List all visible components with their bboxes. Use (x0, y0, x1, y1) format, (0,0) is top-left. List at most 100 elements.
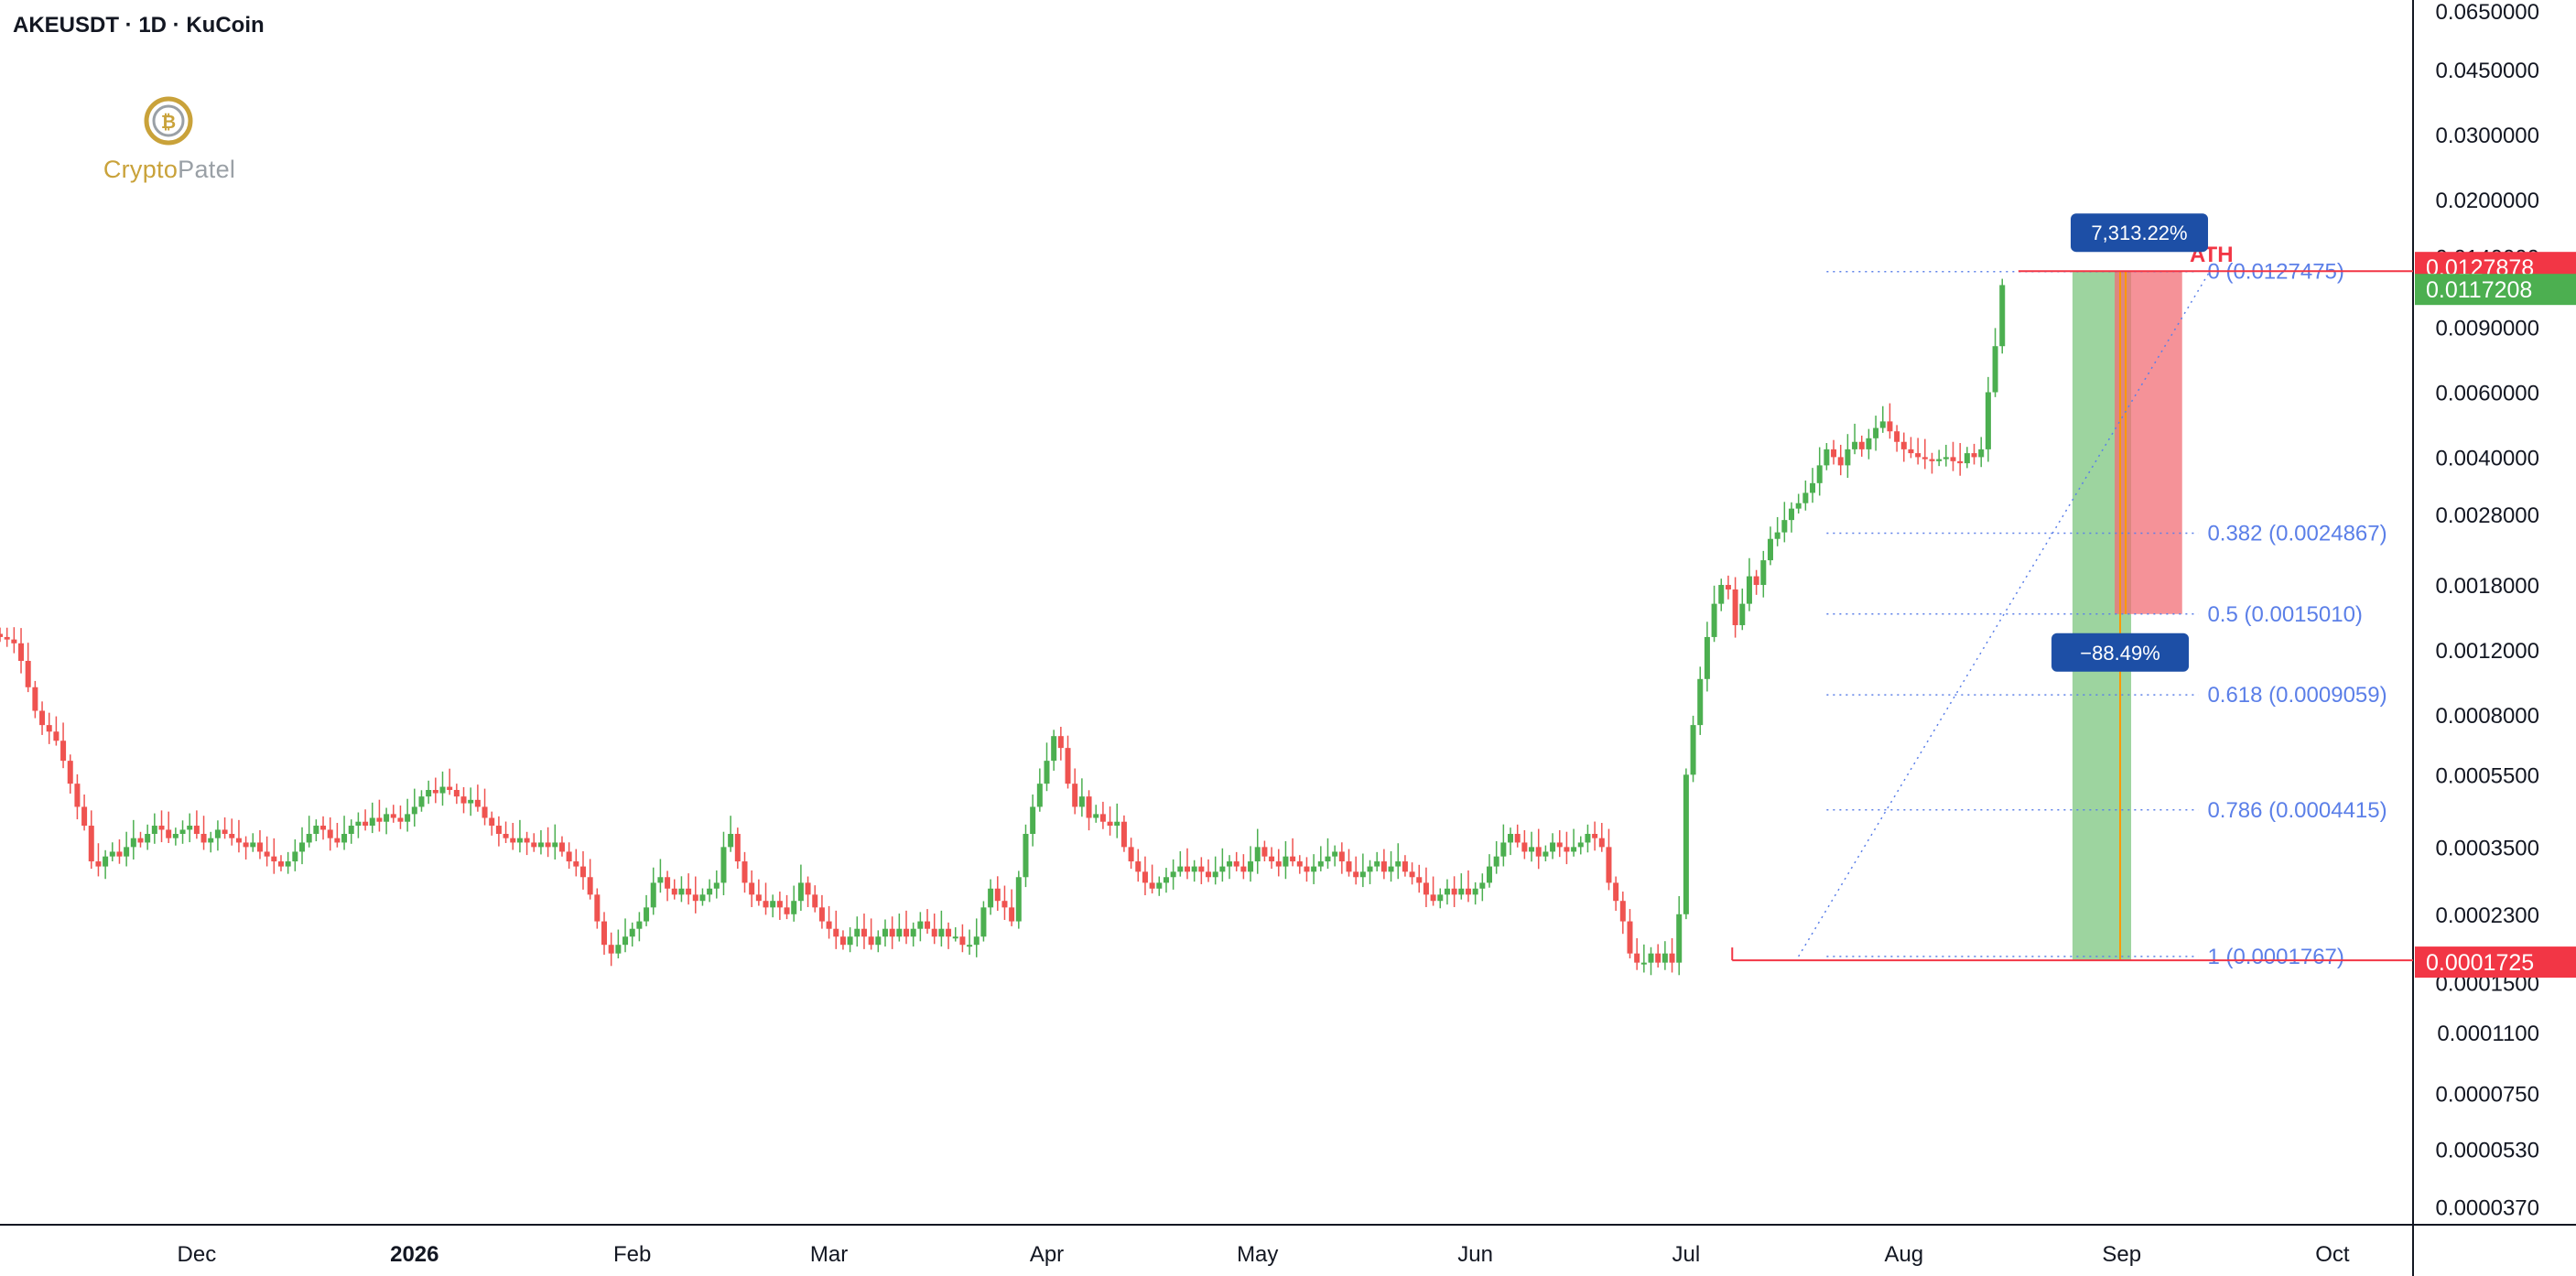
measure-down-badge-label: −88.49% (2080, 642, 2159, 665)
fib-level-label: 0.382 (0.0024867) (2207, 522, 2387, 546)
candle-body (1873, 427, 1879, 438)
candle-body (1795, 503, 1802, 509)
candle-body (1296, 861, 1303, 867)
candle-body (1521, 842, 1528, 852)
candle-body (397, 817, 404, 822)
candle-body (875, 936, 882, 946)
candle-body (763, 901, 769, 908)
y-tick-label: 0.0650000 (2436, 0, 2539, 25)
fib-level-label: 0.786 (0.0004415) (2207, 798, 2387, 823)
candle-body (460, 796, 467, 804)
candle-body (1985, 392, 1991, 449)
candle-body (1514, 833, 1521, 843)
candle-body (1009, 907, 1015, 922)
candle-body (1206, 871, 1212, 878)
candle-body (208, 838, 214, 843)
candle-body (1894, 431, 1900, 442)
candle-body (622, 936, 629, 946)
candle-body (882, 928, 888, 937)
candle-body (1592, 833, 1598, 838)
candle-body (384, 814, 390, 822)
candle-body (1458, 888, 1465, 895)
candle-body (193, 826, 200, 834)
candle-body (531, 842, 537, 848)
y-tick-label: 0.0000530 (2436, 1138, 2539, 1162)
candle-body (390, 814, 396, 818)
candle-body (53, 731, 60, 741)
candle-body (503, 833, 509, 838)
candle-body (482, 806, 488, 818)
candle-body (692, 894, 698, 902)
candle-body (235, 838, 242, 843)
symbol-title: AKEUSDT · 1D · KuCoin (13, 13, 265, 38)
candle-body (1711, 603, 1717, 637)
candle-body (910, 928, 916, 937)
candle-body (1725, 585, 1731, 589)
candle-body (713, 882, 720, 889)
candle-body (1191, 866, 1197, 872)
candle-body (116, 851, 123, 857)
low-price-flag-label: 0.0001725 (2426, 950, 2534, 976)
candle-body (1036, 784, 1043, 807)
candle-body (432, 790, 438, 794)
candle-body (573, 861, 579, 867)
candle-body (1233, 861, 1239, 867)
y-tick-label: 0.0040000 (2436, 446, 2539, 470)
candle-body (1240, 866, 1247, 872)
candle-body (1057, 736, 1064, 749)
candle-body (1479, 882, 1486, 889)
candle-body (363, 821, 369, 827)
candle-body (439, 786, 446, 794)
candle-body (1465, 888, 1471, 895)
candle-body (1585, 833, 1591, 843)
candle-body (39, 710, 46, 726)
y-tick-label: 0.0200000 (2436, 189, 2539, 213)
candle-body (1367, 866, 1373, 872)
candle-body (1542, 851, 1549, 857)
candle-body (959, 936, 966, 946)
candle-body (124, 847, 130, 857)
candle-body (369, 817, 375, 827)
candle-body (524, 838, 530, 843)
candle-body (405, 814, 411, 822)
x-tick-label: Jul (1672, 1242, 1701, 1267)
candle-body (495, 826, 502, 834)
x-tick-label: May (1237, 1242, 1278, 1267)
candle-body (1627, 921, 1633, 954)
candle-body (1718, 585, 1725, 604)
candle-body (1676, 914, 1683, 963)
y-tick-label: 0.0028000 (2436, 503, 2539, 528)
candle-body (1964, 453, 1970, 464)
candle-body (847, 936, 853, 946)
y-tick-label: 0.0005500 (2436, 763, 2539, 788)
candle-body (967, 945, 973, 947)
candle-body (474, 799, 481, 807)
candle-body (1810, 482, 1816, 493)
candle-body (917, 921, 924, 929)
cryptopatel-logo-icon: ₿ (144, 96, 193, 146)
candle-body (60, 741, 67, 762)
candle-body (946, 928, 952, 937)
candle-body (4, 636, 10, 640)
candle-body (1409, 871, 1415, 878)
candle-body (489, 817, 495, 827)
candle-body (1831, 449, 1837, 458)
candle-body (1550, 842, 1556, 852)
candle-body (1269, 856, 1275, 862)
y-tick-label: 0.0000750 (2436, 1083, 2539, 1108)
candle-body (306, 833, 312, 843)
candle-body (1120, 821, 1127, 848)
candle-body (1212, 871, 1218, 878)
candle-body (1655, 953, 1661, 963)
candle-body (1374, 861, 1380, 867)
candle-body (1142, 871, 1148, 883)
candle-body (200, 833, 207, 843)
candle-body (1227, 861, 1233, 867)
candle-body (770, 901, 776, 908)
candle-body (1416, 877, 1423, 883)
candle-body (1858, 441, 1865, 449)
logo-text-gold: Crypto (103, 156, 179, 183)
candle-body (1845, 449, 1851, 466)
candle-body (179, 829, 186, 834)
